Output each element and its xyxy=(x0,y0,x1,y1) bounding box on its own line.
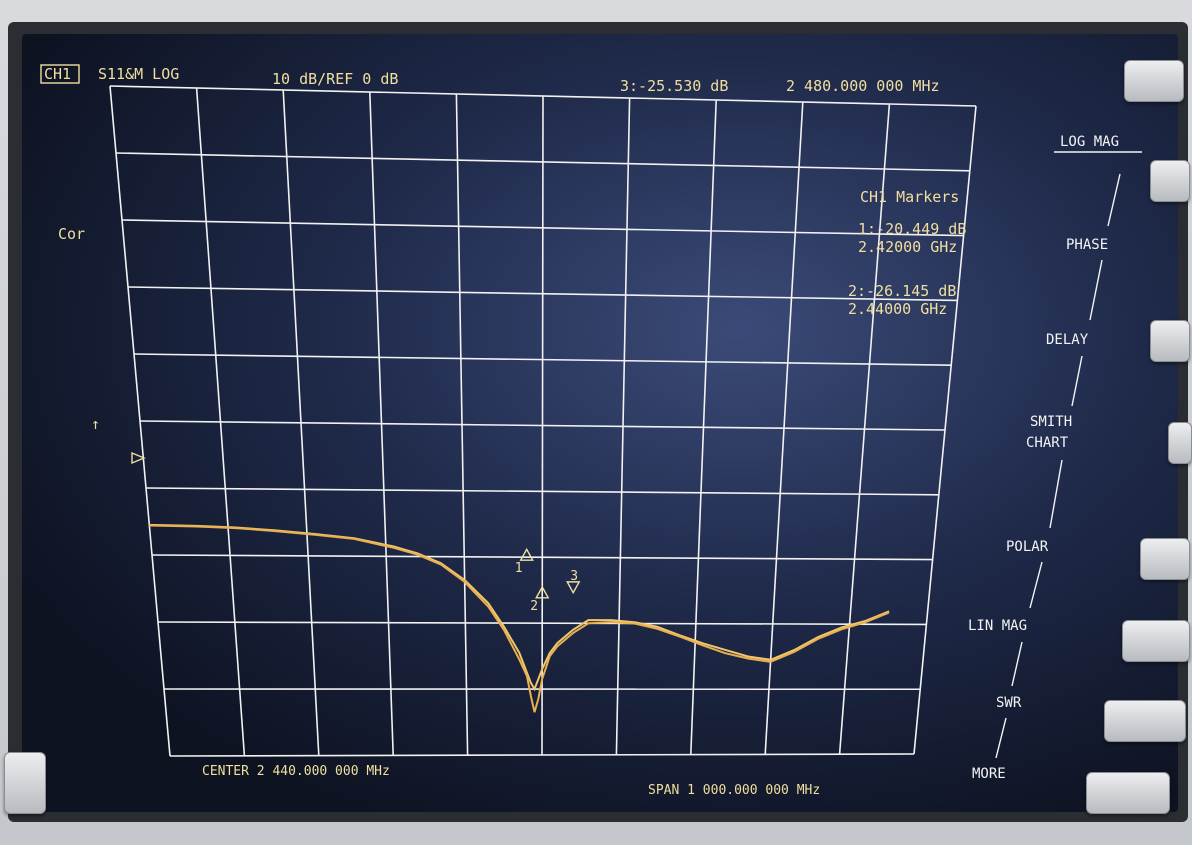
marker-label: 2 xyxy=(530,599,538,614)
marker-symbol xyxy=(519,547,534,561)
grid-hline xyxy=(127,286,958,302)
marker-symbol xyxy=(535,585,550,599)
marker2-freq: 2.44000 GHz xyxy=(848,300,947,318)
softkey-smith[interactable]: SMITH xyxy=(1030,414,1072,430)
grid-hline xyxy=(133,353,952,366)
grid-hline xyxy=(145,487,939,496)
channel-box xyxy=(40,64,80,84)
ref-position-indicator xyxy=(131,451,146,465)
marker-label: 3 xyxy=(570,569,578,584)
display-canvas: CH1 S11&M LOG 10 dB/REF 0 dB 3:-25.530 d… xyxy=(40,64,1142,798)
correction-indicator: Cor xyxy=(58,225,85,243)
marker2-value: 2:-26.145 dB xyxy=(848,282,956,300)
crt-display: CH1 S11&M LOG 10 dB/REF 0 dB 3:-25.530 d… xyxy=(22,34,1178,812)
grid-hline xyxy=(157,621,927,626)
grid-hline xyxy=(121,219,964,237)
grid-hline xyxy=(151,554,933,561)
marker-1: 1 xyxy=(515,547,534,576)
measurement-label: S11&M LOG xyxy=(98,65,179,83)
grid-hline xyxy=(139,420,946,431)
channel-label: CH1 xyxy=(44,65,71,83)
hardware-softkey-3[interactable] xyxy=(1150,320,1190,362)
hardware-softkey-6[interactable] xyxy=(1122,620,1190,662)
softkey-chart[interactable]: CHART xyxy=(1026,435,1069,451)
markers-panel-title: CH1 Markers xyxy=(860,188,959,206)
hardware-softkey-7[interactable] xyxy=(1104,700,1186,742)
ref-arrow: ↑ xyxy=(91,415,100,433)
softkey-lin-mag[interactable]: LIN MAG xyxy=(968,618,1027,634)
softkey-more[interactable]: MORE xyxy=(972,766,1006,782)
trace-line-1 xyxy=(149,523,890,692)
hardware-softkey-2[interactable] xyxy=(1150,160,1190,202)
softkey-menu: LOG MAG PHASE DELAY SMITH CHART POLAR LI… xyxy=(968,134,1142,782)
hardware-softkey-1[interactable] xyxy=(1124,60,1184,102)
marker-2: 2 xyxy=(530,585,550,614)
hardware-side-control[interactable] xyxy=(4,752,46,814)
softkey-delay[interactable]: DELAY xyxy=(1046,332,1089,348)
marker1-freq: 2.42000 GHz xyxy=(858,238,957,256)
grid-hline xyxy=(109,85,977,107)
grid-hline xyxy=(169,753,915,757)
center-frequency: CENTER 2 440.000 000 MHz xyxy=(202,764,390,779)
marker-group: 1 2 3 xyxy=(515,547,581,614)
softkey-log-mag[interactable]: LOG MAG xyxy=(1060,134,1119,150)
marker1-value: 1:-20.449 dB xyxy=(858,220,966,238)
hardware-softkey-4[interactable] xyxy=(1168,422,1192,464)
active-marker-value: 3:-25.530 dB xyxy=(620,77,728,95)
hardware-softkey-8[interactable] xyxy=(1086,772,1170,814)
span-frequency: SPAN 1 000.000 000 MHz xyxy=(648,783,820,798)
marker-label: 1 xyxy=(515,561,523,576)
marker-symbol xyxy=(566,581,581,595)
grid-hline xyxy=(115,152,970,172)
graticule xyxy=(109,85,977,757)
softkey-polar[interactable]: POLAR xyxy=(1006,539,1049,555)
softkey-swr[interactable]: SWR xyxy=(996,695,1022,711)
marker-3: 3 xyxy=(566,569,581,595)
softkey-phase[interactable]: PHASE xyxy=(1066,237,1108,253)
active-marker-freq: 2 480.000 000 MHz xyxy=(786,77,940,95)
hardware-softkey-5[interactable] xyxy=(1140,538,1190,580)
trace-group xyxy=(149,523,890,713)
scale-label: 10 dB/REF 0 dB xyxy=(272,70,398,88)
trace-line-2 xyxy=(149,524,890,713)
